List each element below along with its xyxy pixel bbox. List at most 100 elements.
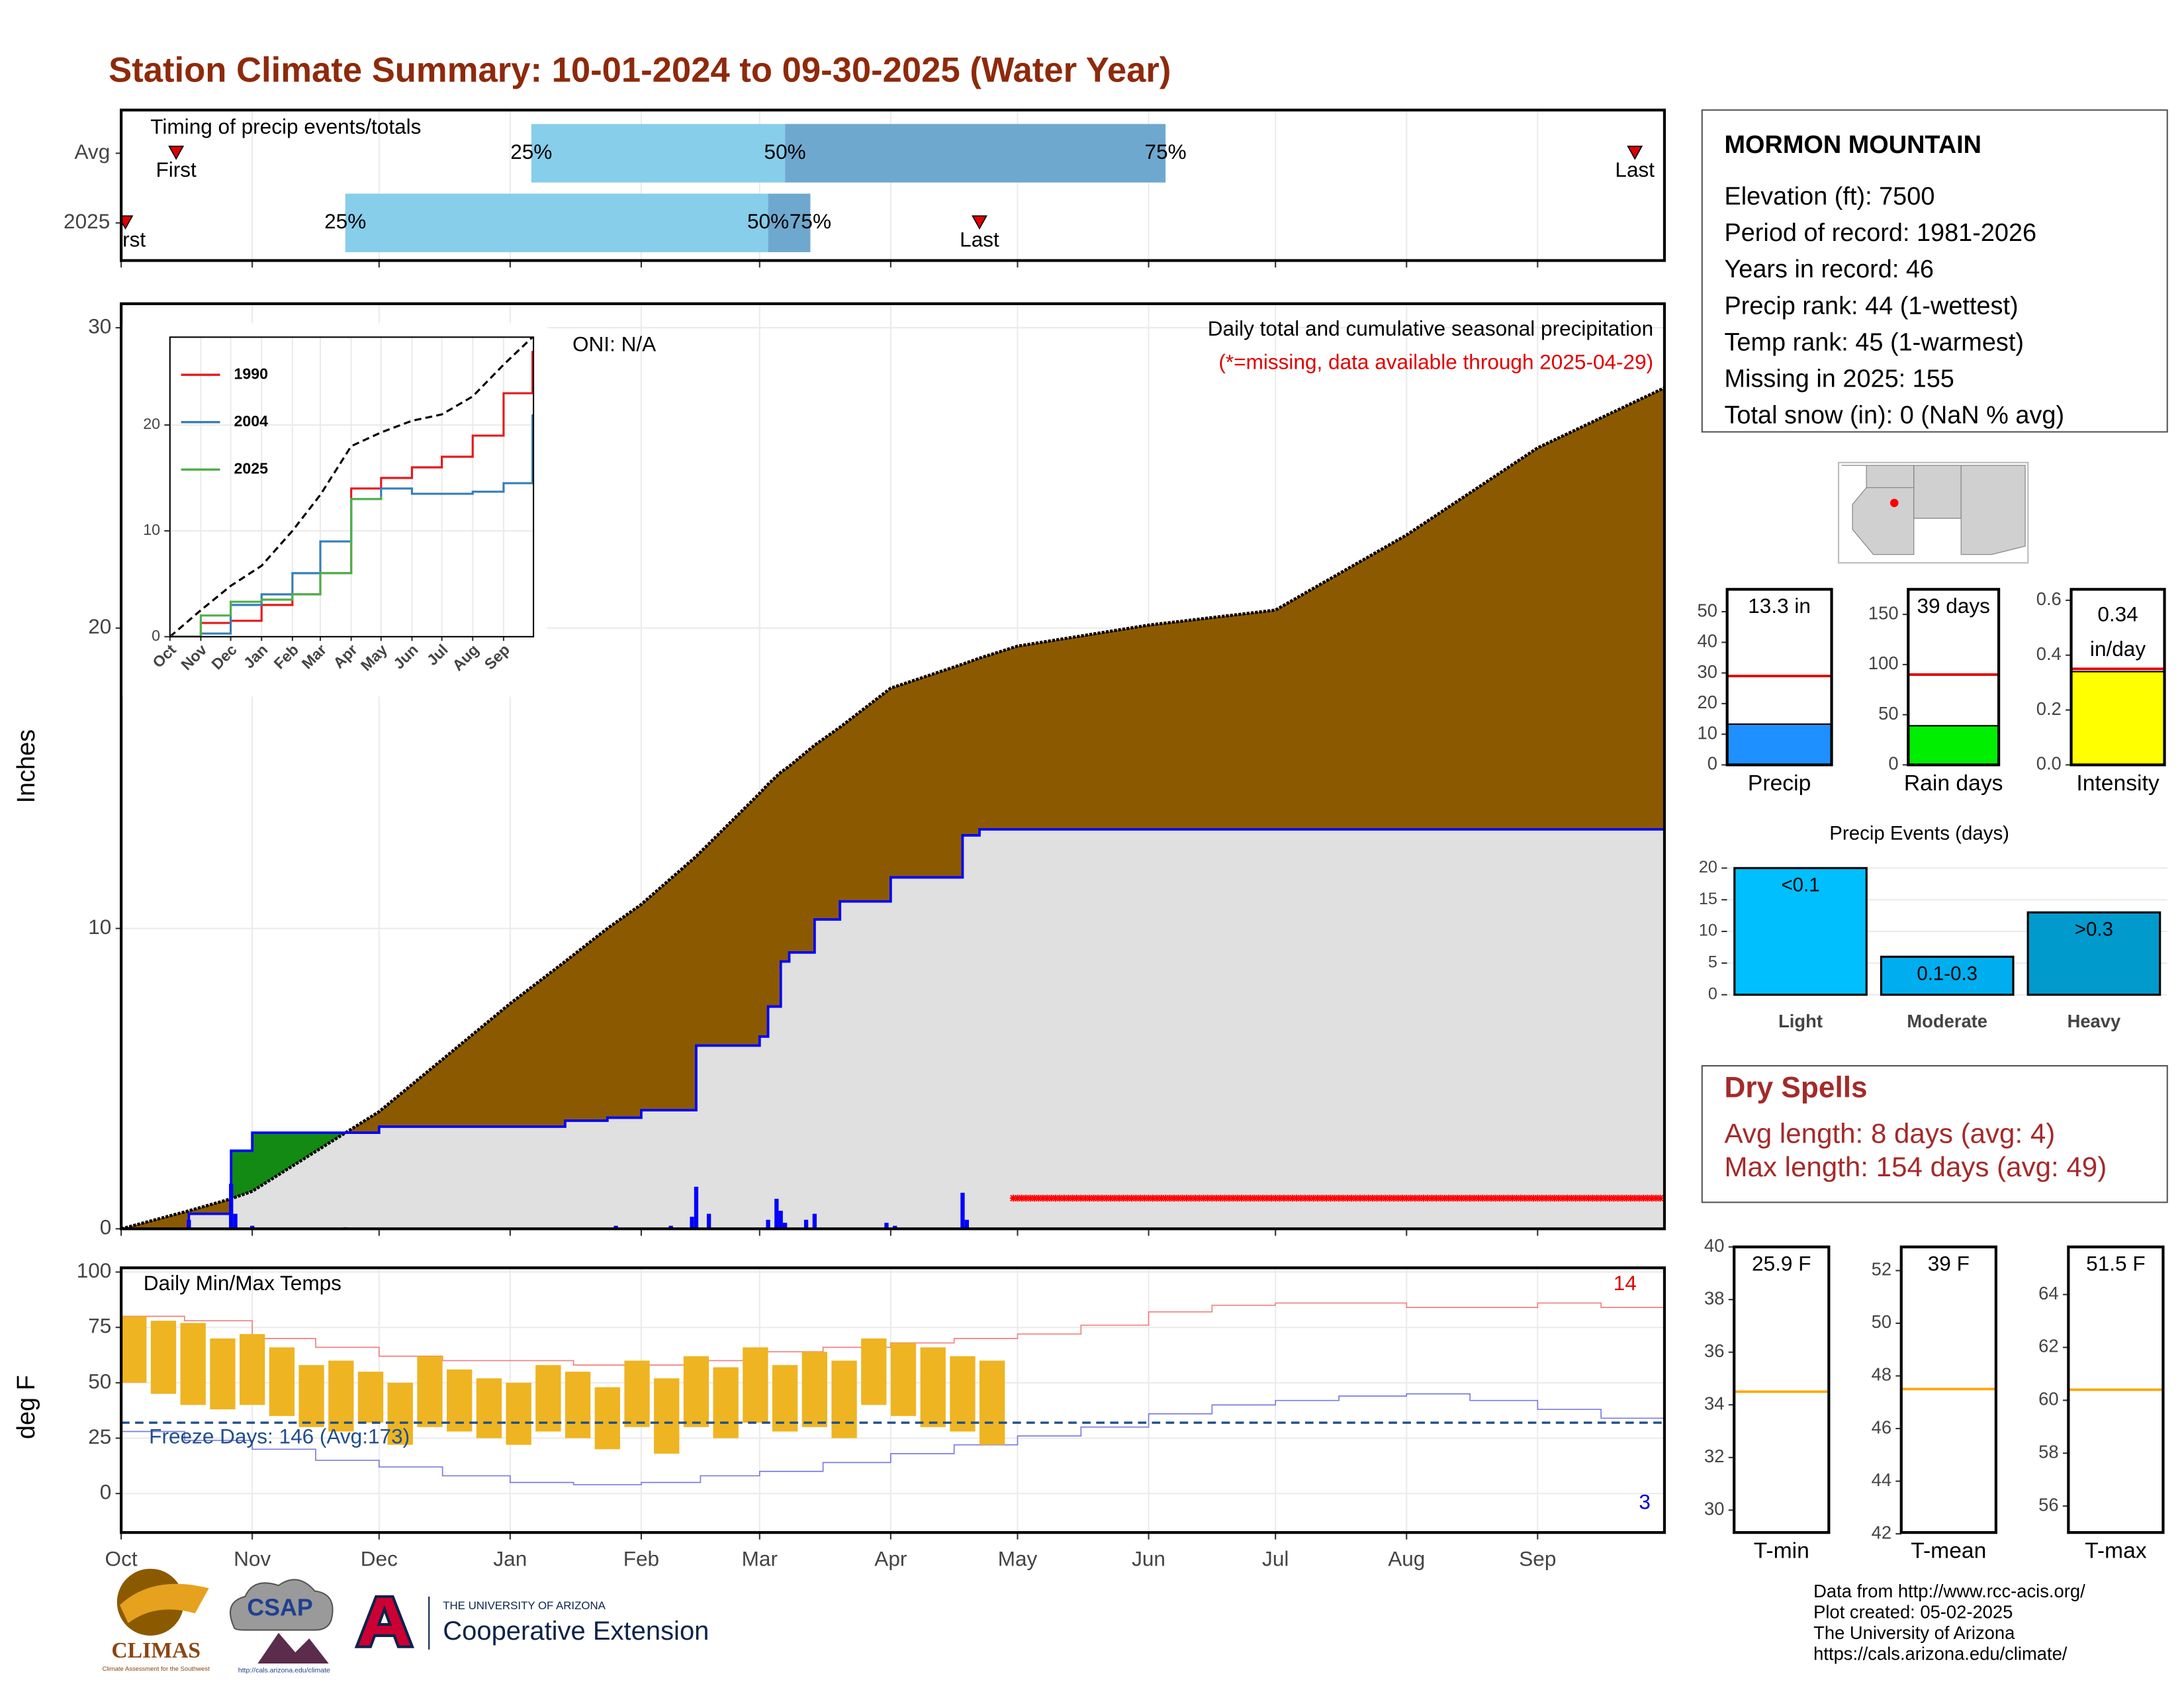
daily-bar [774,1198,779,1229]
avg-line [121,386,1664,1229]
y-tick-label: 40 [1704,1235,1724,1256]
value-label: 25.9 F [1752,1251,1811,1275]
temp-bar [624,1360,650,1427]
credit-line: Plot created: 05-02-2025 [1813,1601,2013,1622]
late-bar [785,124,1166,183]
temp-bar [150,1321,177,1394]
event-label: First [105,227,146,251]
category-label: Moderate [1907,1011,1987,1031]
y-tick-label: 44 [1872,1470,1891,1490]
map-border [1866,465,1915,489]
avg-line [169,337,533,637]
csap-url: http://cals.arizona.edu/climate [238,1666,330,1674]
y-tick-label: 0 [100,1215,112,1239]
category-label: T-max [2085,1538,2147,1563]
class-label: <0.1 [1781,874,1819,896]
value-label: 0.34 [2097,602,2138,626]
station-line: Years in record: 46 [1724,256,1934,283]
y-tick-label: 5 [1708,953,1717,972]
category-label: T-min [1754,1538,1809,1563]
daily-bar [778,1211,783,1229]
y-tick-label: 0.6 [2036,588,2062,609]
temp-bar [772,1365,798,1432]
frame [2070,588,2166,767]
climas-swoosh [119,1583,209,1623]
map-state [1913,465,1962,519]
y-tick-label: 62 [2038,1336,2058,1356]
panel-title: Precip Events (days) [1829,822,2009,844]
legend-label: 2004 [234,412,269,430]
summary-bar [1727,723,1832,765]
y-tick-label: 42 [1872,1522,1891,1542]
station-line: Missing in 2025: 155 [1724,365,1954,393]
station-line: Precip rank: 44 (1-wettest) [1724,292,2018,320]
frame [1899,1245,1997,1534]
y-tick-label: 40 [1698,631,1717,651]
temp-plot [121,1302,1664,1485]
daily-bar [893,1225,897,1229]
y-tick-label: 0 [1708,984,1717,1003]
temp-bar [239,1334,265,1405]
temp-bar [476,1378,502,1438]
y-tick-label: 75 [88,1314,111,1338]
row-label: 2025 [64,209,110,233]
daily-bar [766,1219,770,1229]
x-tick-label: Jul [1262,1547,1289,1571]
temp-bar [506,1382,531,1445]
temp-bar [654,1378,680,1454]
quantile-label: 50% [747,209,789,233]
y-tick-label: 20 [88,614,111,638]
station-lines: Elevation (ft): 7500 Period of record: 19… [1724,183,2064,430]
bar [1733,867,1868,996]
legend-label: 1990 [234,365,268,382]
y-tick-label: 100 [77,1258,112,1282]
y-tick-label: 0.0 [2036,753,2062,774]
early-bar [531,124,786,183]
temp-bar [121,1316,147,1383]
y-tick-label: 0.4 [2036,643,2062,664]
x-tick-label: Sep [1519,1547,1556,1571]
temp-bar [565,1372,591,1438]
temp-bar [357,1372,384,1423]
dry-spells-box [1701,1065,2168,1203]
temp-bar [535,1365,561,1432]
precip-plot [121,386,1664,1229]
station-dot [1889,498,1899,508]
y-tick-label: 15 [1699,890,1717,908]
temp-bar [831,1360,857,1438]
y-tick-label: 10 [1698,722,1717,743]
frame [1725,588,1833,767]
temp-bar [328,1360,354,1432]
daily-bar [694,1186,699,1229]
quantile-label: 25% [324,209,366,233]
credit-line: The University of Arizona [1813,1622,2015,1643]
record-high-count: 14 [1614,1271,1637,1295]
temp-bar [269,1347,295,1417]
event-marker [1627,146,1643,160]
summary-bar [2071,671,2165,765]
y-tick-label: 10 [1699,921,1717,940]
y-tick-label: 48 [1872,1364,1891,1385]
locator-map [1838,461,2029,564]
value-label: 13.3 in [1748,594,1811,618]
daily-bar [782,1223,788,1229]
x-tick-label: Feb [623,1547,659,1571]
temp-bar [210,1338,236,1410]
y-tick-label: 30 [1698,661,1717,682]
daily-bar [812,1213,817,1229]
inset-frame [169,336,535,637]
x-tick-label: May [998,1547,1038,1571]
y-tick-label: 32 [1704,1446,1724,1466]
x-tick-label: Jan [493,1547,527,1571]
temp-bar [979,1360,1005,1445]
y-tick-label: 50 [1878,703,1898,724]
y-tick-label: 10 [143,521,160,538]
temp-bar [713,1367,739,1438]
daily-bar [229,1184,234,1229]
y-tick-label: 52 [1872,1259,1891,1280]
y-tick-label: 58 [2038,1442,2058,1462]
missing-markers [1009,1194,1664,1202]
y-tick-label: 20 [1699,858,1717,876]
